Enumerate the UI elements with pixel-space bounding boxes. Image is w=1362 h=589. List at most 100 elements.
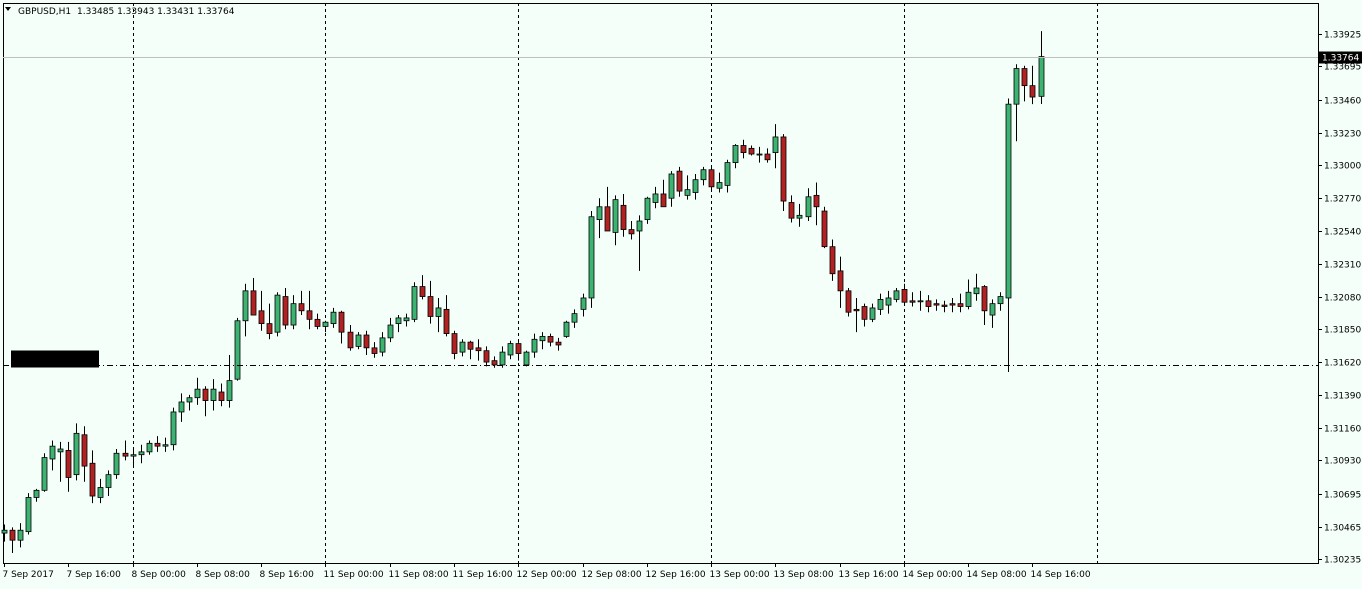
candle-body (58, 449, 63, 452)
candle-body (2, 530, 7, 533)
candle-body (179, 402, 184, 412)
candle-body (227, 381, 232, 401)
candle-body (982, 287, 987, 311)
candle-body (942, 305, 947, 306)
candle (171, 408, 176, 451)
candle-body (1014, 69, 1019, 105)
x-tick-label: 14 Sep 00:00 (903, 570, 963, 580)
candle (275, 292, 280, 336)
x-tick-label: 11 Sep 08:00 (389, 570, 449, 580)
candle-body (155, 443, 160, 446)
candle-body (484, 351, 489, 362)
candle-body (597, 207, 602, 220)
candle-body (500, 352, 505, 365)
candle-body (147, 443, 152, 452)
x-tick-label: 12 Sep 08:00 (582, 570, 642, 580)
x-tick-label: 13 Sep 16:00 (839, 570, 899, 580)
candle-body (476, 348, 481, 351)
candle-body (846, 291, 851, 312)
level-label-box[interactable] (11, 351, 99, 368)
candle (42, 453, 47, 491)
candle-body (307, 311, 312, 320)
candle-body (685, 190, 690, 196)
candle-body (974, 288, 979, 294)
candle-body (814, 195, 819, 206)
candle-body (548, 336, 553, 342)
candle-body (693, 180, 698, 193)
candle-body (267, 324, 272, 334)
candle-body (910, 301, 915, 302)
candle-body (733, 145, 738, 162)
candle-body (749, 148, 754, 154)
candle-body (356, 335, 361, 346)
x-tick-label: 8 Sep 00:00 (132, 570, 187, 580)
candle-body (990, 304, 995, 315)
candle-body (741, 145, 746, 152)
candle-body (781, 137, 786, 201)
candle-body (613, 200, 618, 233)
candle-body (243, 291, 248, 321)
candle-body (468, 342, 473, 349)
x-tick-label: 11 Sep 00:00 (324, 570, 384, 580)
candle-body (219, 392, 224, 401)
candle-body (412, 287, 417, 320)
candle-body (1006, 104, 1011, 298)
candle-body (709, 170, 714, 187)
candle-body (428, 297, 433, 317)
candle-body (532, 339, 537, 352)
candle-body (66, 450, 71, 477)
candle-body (870, 308, 875, 319)
candle-body (323, 322, 328, 326)
y-tick-label: 1.33460 (1324, 97, 1361, 107)
candle-body (404, 318, 409, 321)
candle (235, 318, 240, 381)
candle-body (797, 215, 802, 218)
candle (709, 167, 714, 190)
candle-body (42, 458, 47, 491)
candle-body (114, 453, 119, 474)
candle-body (556, 342, 561, 345)
chart-header: GBPUSD,H1 1.33485 1.33943 1.33431 1.3376… (5, 7, 235, 17)
y-tick-label: 1.33000 (1324, 162, 1361, 172)
y-tick-label: 1.31850 (1324, 326, 1361, 336)
candle-body (444, 309, 449, 333)
candle-body (516, 344, 521, 354)
y-tick-label: 1.30235 (1324, 556, 1361, 566)
x-tick-label: 12 Sep 16:00 (646, 570, 706, 580)
candle-body (380, 338, 385, 352)
candle-body (854, 309, 859, 310)
candle-body (259, 311, 264, 324)
candle-body (82, 435, 87, 466)
y-tick-label: 1.31160 (1324, 425, 1361, 435)
candle-body (669, 174, 674, 198)
ohlc-label: 1.33485 1.33943 1.33431 1.33764 (77, 7, 235, 17)
candle-body (934, 304, 939, 305)
candle-body (436, 308, 441, 317)
candle-body (331, 312, 336, 323)
y-tick-label: 1.33695 (1324, 63, 1361, 73)
candle-body (589, 217, 594, 298)
x-tick-label: 13 Sep 00:00 (710, 570, 770, 580)
candle-body (388, 325, 393, 338)
candle-body (894, 291, 899, 300)
y-tick-label: 1.32770 (1324, 195, 1361, 205)
candle-body (163, 445, 168, 446)
y-tick-label: 1.30465 (1324, 524, 1361, 534)
candle-body (460, 342, 465, 352)
candle-body (830, 247, 835, 274)
x-tick-label: 7 Sep 2017 (3, 570, 54, 580)
candle-body (420, 287, 425, 297)
candle-body (806, 197, 811, 217)
candle-body (966, 292, 971, 306)
y-tick-label: 1.32310 (1324, 261, 1361, 271)
x-tick-label: 8 Sep 16:00 (260, 570, 315, 580)
candle-body (18, 530, 23, 540)
candle-body (508, 344, 513, 355)
candle-body (902, 289, 907, 302)
candle-body (838, 271, 843, 291)
candle-body (139, 452, 144, 455)
x-tick-label: 12 Sep 00:00 (517, 570, 577, 580)
